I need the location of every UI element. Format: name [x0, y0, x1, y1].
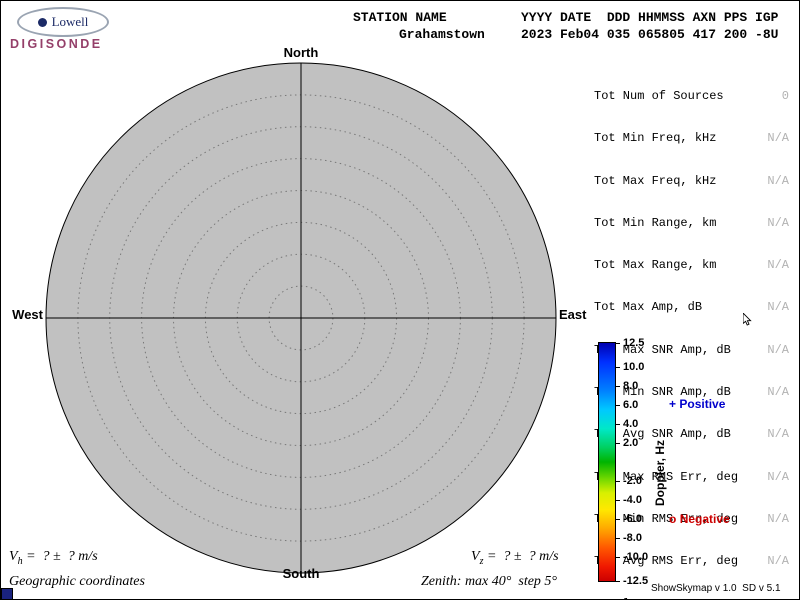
stat-value: N/A [767, 469, 789, 484]
statistics-panel: Tot Num of Sources 0 Tot Min Freq, kHz N/A… [594, 61, 789, 599]
direction-label-south: South [282, 566, 320, 581]
stat-row: Tot Num of Sources 0 [594, 89, 789, 103]
digisonde-wordmark: DIGISONDE [10, 37, 103, 51]
circle-symbol-icon: o [669, 512, 677, 526]
mouse-cursor [743, 313, 752, 326]
tick-mark [615, 519, 620, 521]
tick-mark [615, 481, 620, 483]
stat-label: Doppler Res, Hz [594, 597, 702, 599]
tick-label: -4.0 [623, 494, 642, 507]
stat-value: N/A [767, 258, 789, 273]
legend-positive: + Positive [669, 397, 725, 411]
vz-velocity-readout: Vz = ? ± ? m/s [471, 549, 559, 567]
header-station-label: STATION NAME [353, 10, 447, 25]
stat-value: N/A [767, 173, 789, 188]
zenith-scale-note: Zenith: max 40° step 5° [421, 574, 558, 589]
tick-label: 4.0 [623, 417, 639, 430]
tick-label: -2.0 [623, 475, 642, 488]
tick-label: 12.5 [623, 337, 645, 349]
skymap-plot [45, 62, 557, 574]
tick-mark [615, 442, 620, 444]
stat-label: Tot Num of Sources [594, 89, 724, 103]
tick-mark [615, 404, 620, 406]
stat-label: Tot Max Range, km [594, 258, 717, 273]
stat-value: N/A [767, 554, 789, 569]
tick-label: 8.0 [623, 379, 639, 392]
stat-row: Tot Max Freq, kHz N/A [594, 174, 789, 188]
tick-label: -12.5 [623, 575, 649, 587]
stat-label: Tot Min Range, km [594, 215, 717, 230]
tick-mark [615, 385, 620, 387]
stat-value: N/A [767, 511, 789, 526]
stat-value: N/A [767, 342, 789, 357]
stat-value: N/A [767, 131, 789, 146]
tick-label: -6.0 [623, 513, 642, 526]
header-station-value: Grahamstown [399, 27, 485, 42]
direction-label-west: West [12, 307, 43, 322]
legend-negative: o Negative [669, 512, 730, 526]
doppler-colorbar: 12.5 10.0 8.0 6.0 4.0 2.0 -2.0 -4.0 -6.0… [598, 337, 648, 587]
stat-value: N/A [767, 385, 789, 400]
lowell-logo: Lowell [17, 7, 109, 37]
stat-row: Doppler Res, Hz 0.1953 [594, 597, 789, 599]
window-corner-fragment [1, 588, 13, 599]
tick-label: -8.0 [623, 532, 642, 545]
colorbar-title: Doppler, Hz [653, 439, 667, 506]
coordinates-note: Geographic coordinates [9, 574, 145, 589]
stat-row: Tot Min Range, km N/A [594, 216, 789, 230]
tick-mark [615, 423, 620, 425]
stat-label: Tot Max Amp, dB [594, 300, 703, 315]
tick-label: 10.0 [623, 360, 645, 373]
tick-mark [615, 366, 620, 368]
stat-value: N/A [767, 300, 789, 315]
stat-label: Tot Max Freq, kHz [594, 173, 717, 188]
tick-label: -10.0 [623, 551, 649, 564]
stat-value: 0 [781, 89, 789, 103]
lowell-brand-text: Lowell [51, 14, 89, 29]
plus-symbol-icon: + [669, 397, 677, 411]
tick-mark [615, 557, 620, 559]
legend-positive-label: Positive [679, 397, 726, 411]
stat-row: Tot Max Range, km N/A [594, 258, 789, 272]
lowell-logo-dot-icon [37, 17, 47, 27]
stat-value: 0.1953 [746, 597, 789, 599]
version-text: ShowSkymap v 1.0 SD v 5.1 [651, 583, 781, 594]
tick-label: 2.0 [623, 436, 639, 449]
stat-row: Tot Max Amp, dB N/A [594, 300, 789, 314]
stat-value: N/A [767, 215, 789, 230]
direction-label-north: North [283, 45, 319, 60]
stat-label: Tot Min Freq, kHz [594, 131, 717, 146]
stat-value: N/A [767, 427, 789, 442]
stat-row: Tot Min Freq, kHz N/A [594, 131, 789, 145]
tick-mark [615, 500, 620, 502]
header-fields-label: YYYY DATE DDD HHMMSS AXN PPS IGP [521, 10, 779, 25]
tick-mark [615, 581, 620, 582]
header-fields-value: 2023 Feb04 035 065805 417 200 -8U [521, 27, 779, 42]
tick-mark [615, 538, 620, 540]
tick-mark [615, 343, 620, 344]
direction-label-east: East [559, 307, 587, 322]
tick-label: 6.0 [623, 398, 639, 411]
vh-velocity-readout: Vh = ? ± ? m/s [9, 549, 98, 567]
legend-negative-label: Negative [679, 512, 730, 526]
